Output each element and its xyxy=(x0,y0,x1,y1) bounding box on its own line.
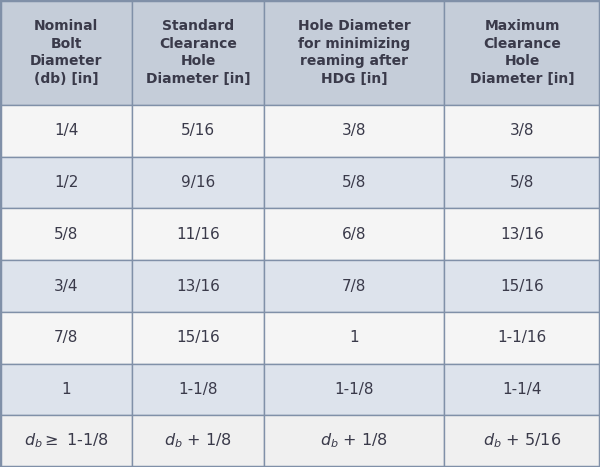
Bar xyxy=(264,260,444,312)
Text: 15/16: 15/16 xyxy=(500,278,544,294)
Bar xyxy=(264,0,444,105)
Bar xyxy=(444,364,600,415)
Text: Hole Diameter
for minimizing
reaming after
HDG [in]: Hole Diameter for minimizing reaming aft… xyxy=(298,19,410,86)
Bar xyxy=(132,0,264,105)
Text: Standard
Clearance
Hole
Diameter [in]: Standard Clearance Hole Diameter [in] xyxy=(146,19,250,86)
Bar xyxy=(132,105,264,157)
Text: 1: 1 xyxy=(349,330,359,345)
Bar xyxy=(444,312,600,364)
Text: 5/8: 5/8 xyxy=(342,175,366,190)
Text: 7/8: 7/8 xyxy=(342,278,366,294)
Bar xyxy=(444,415,600,467)
Text: 3/8: 3/8 xyxy=(510,123,534,138)
Bar xyxy=(132,364,264,415)
Text: 1-1/4: 1-1/4 xyxy=(502,382,542,397)
Text: 1/2: 1/2 xyxy=(54,175,78,190)
Text: $d_b \geq$ 1-1/8: $d_b \geq$ 1-1/8 xyxy=(24,432,108,451)
Text: $d_b$ + 1/8: $d_b$ + 1/8 xyxy=(320,432,388,451)
Text: 13/16: 13/16 xyxy=(500,227,544,242)
Bar xyxy=(264,312,444,364)
Text: $d_b$ + 1/8: $d_b$ + 1/8 xyxy=(164,432,232,451)
Text: 11/16: 11/16 xyxy=(176,227,220,242)
Text: $d_b$ + 5/16: $d_b$ + 5/16 xyxy=(483,432,561,451)
Text: Maximum
Clearance
Hole
Diameter [in]: Maximum Clearance Hole Diameter [in] xyxy=(470,19,574,86)
Bar xyxy=(264,157,444,208)
Bar xyxy=(444,260,600,312)
Bar xyxy=(132,415,264,467)
Bar xyxy=(0,415,132,467)
Text: 5/8: 5/8 xyxy=(510,175,534,190)
Bar xyxy=(0,312,132,364)
Text: 3/4: 3/4 xyxy=(54,278,78,294)
Text: 1-1/8: 1-1/8 xyxy=(334,382,374,397)
Bar xyxy=(264,415,444,467)
Bar xyxy=(0,260,132,312)
Text: 6/8: 6/8 xyxy=(342,227,366,242)
Text: 9/16: 9/16 xyxy=(181,175,215,190)
Bar xyxy=(444,105,600,157)
Text: 1: 1 xyxy=(61,382,71,397)
Bar xyxy=(444,157,600,208)
Bar xyxy=(444,0,600,105)
Bar xyxy=(132,157,264,208)
Bar xyxy=(264,208,444,260)
Text: 1-1/16: 1-1/16 xyxy=(497,330,547,345)
Bar xyxy=(264,364,444,415)
Bar xyxy=(132,208,264,260)
Text: 1-1/8: 1-1/8 xyxy=(178,382,218,397)
Text: 1/4: 1/4 xyxy=(54,123,78,138)
Bar xyxy=(0,0,132,105)
Bar xyxy=(264,105,444,157)
Bar xyxy=(444,208,600,260)
Bar xyxy=(132,312,264,364)
Bar xyxy=(0,208,132,260)
Text: 7/8: 7/8 xyxy=(54,330,78,345)
Text: Nominal
Bolt
Diameter
(db) [in]: Nominal Bolt Diameter (db) [in] xyxy=(30,19,102,86)
Bar xyxy=(0,364,132,415)
Text: 15/16: 15/16 xyxy=(176,330,220,345)
Text: 13/16: 13/16 xyxy=(176,278,220,294)
Text: 5/8: 5/8 xyxy=(54,227,78,242)
Bar xyxy=(132,260,264,312)
Bar xyxy=(0,105,132,157)
Bar xyxy=(0,157,132,208)
Text: 3/8: 3/8 xyxy=(342,123,366,138)
Text: 5/16: 5/16 xyxy=(181,123,215,138)
